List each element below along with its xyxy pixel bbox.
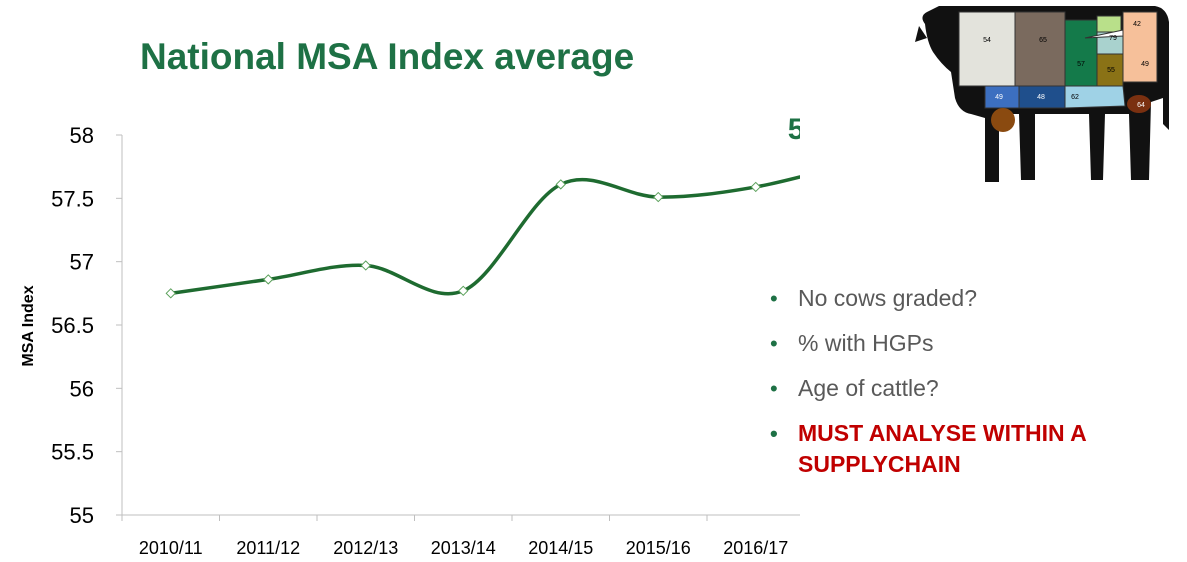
data-point-marker <box>263 274 274 285</box>
data-point-marker <box>360 260 371 271</box>
cut-rump <box>1122 11 1158 83</box>
cut-label: 48 <box>1037 94 1045 101</box>
cut-shin-front <box>991 108 1015 132</box>
cut-tenderloin <box>1096 15 1122 33</box>
cut-label: 62 <box>1071 94 1079 101</box>
x-tick-label: 2012/13 <box>333 538 398 558</box>
series-layer <box>165 175 800 299</box>
cut-tenderloin-spine <box>1084 29 1124 39</box>
note-bullet: No cows graded? <box>770 283 1180 314</box>
y-tick-label: 55.5 <box>51 440 94 465</box>
cut-cube-roll <box>1014 11 1066 87</box>
beef-cuts-cow-icon: 54 65 57 79 42 55 49 49 48 62 64 <box>915 6 1169 182</box>
series-line <box>170 175 800 296</box>
y-axis-label: MSA Index <box>20 285 37 366</box>
data-point-marker <box>653 191 664 203</box>
y-tick-label: 56.5 <box>51 313 94 338</box>
cut-striploin <box>1064 19 1098 87</box>
cut-label: 64 <box>1137 102 1145 109</box>
cut-label: 42 <box>1133 21 1141 28</box>
data-point-marker <box>165 288 176 299</box>
x-tick-label: 2014/15 <box>528 538 593 558</box>
data-point-marker <box>555 179 566 190</box>
value-annotation: 57.78 <box>788 113 800 146</box>
cut-label: 79 <box>1109 35 1117 42</box>
cut-label: 55 <box>1107 67 1115 74</box>
x-tick-label: 2011/12 <box>236 538 300 558</box>
y-tick-label: 57.5 <box>51 186 94 211</box>
notes-bullet-list: No cows graded? % with HGPs Age of cattl… <box>770 283 1180 494</box>
x-tick-label: 2013/14 <box>431 538 496 558</box>
cut-label: 49 <box>995 94 1003 101</box>
annotation-layer: 57.78 <box>788 113 800 146</box>
cut-thin-flank <box>1064 85 1126 109</box>
x-tick-label: 2016/17 <box>723 538 788 558</box>
cut-label: 65 <box>1039 37 1047 44</box>
note-bullet: Age of cattle? <box>770 373 1180 404</box>
note-bullet-emphasis: MUST ANALYSE WITHIN A SUPPLYCHAIN <box>770 418 1180 480</box>
y-tick-label: 58 <box>70 123 94 148</box>
cut-label: 49 <box>1141 61 1149 68</box>
x-tick-label: 2015/16 <box>626 538 691 558</box>
msa-line-chart: 55 55.5 56 56.5 57 57.5 58 2010/11 2011/12 2012/1… <box>20 113 800 558</box>
y-tick-label: 57 <box>70 250 94 275</box>
chart-axes <box>116 134 800 521</box>
y-tick-label: 56 <box>70 376 94 401</box>
cut-chuck <box>958 11 1016 87</box>
chart-title: National MSA Index average <box>140 36 635 77</box>
data-point-marker <box>458 285 469 297</box>
tick-labels: 55 55.5 56 56.5 57 57.5 58 2010/11 2011/12 2012/1… <box>51 123 788 558</box>
cut-label: 54 <box>983 37 991 44</box>
x-tick-label: 2010/11 <box>139 538 203 558</box>
note-bullet: % with HGPs <box>770 328 1180 359</box>
cow-ear <box>915 26 927 42</box>
cut-label: 57 <box>1077 61 1085 68</box>
cut-shin <box>1127 95 1151 113</box>
y-tick-label: 55 <box>70 503 94 528</box>
data-point-marker <box>750 181 761 193</box>
cut-silverside <box>1096 53 1124 89</box>
